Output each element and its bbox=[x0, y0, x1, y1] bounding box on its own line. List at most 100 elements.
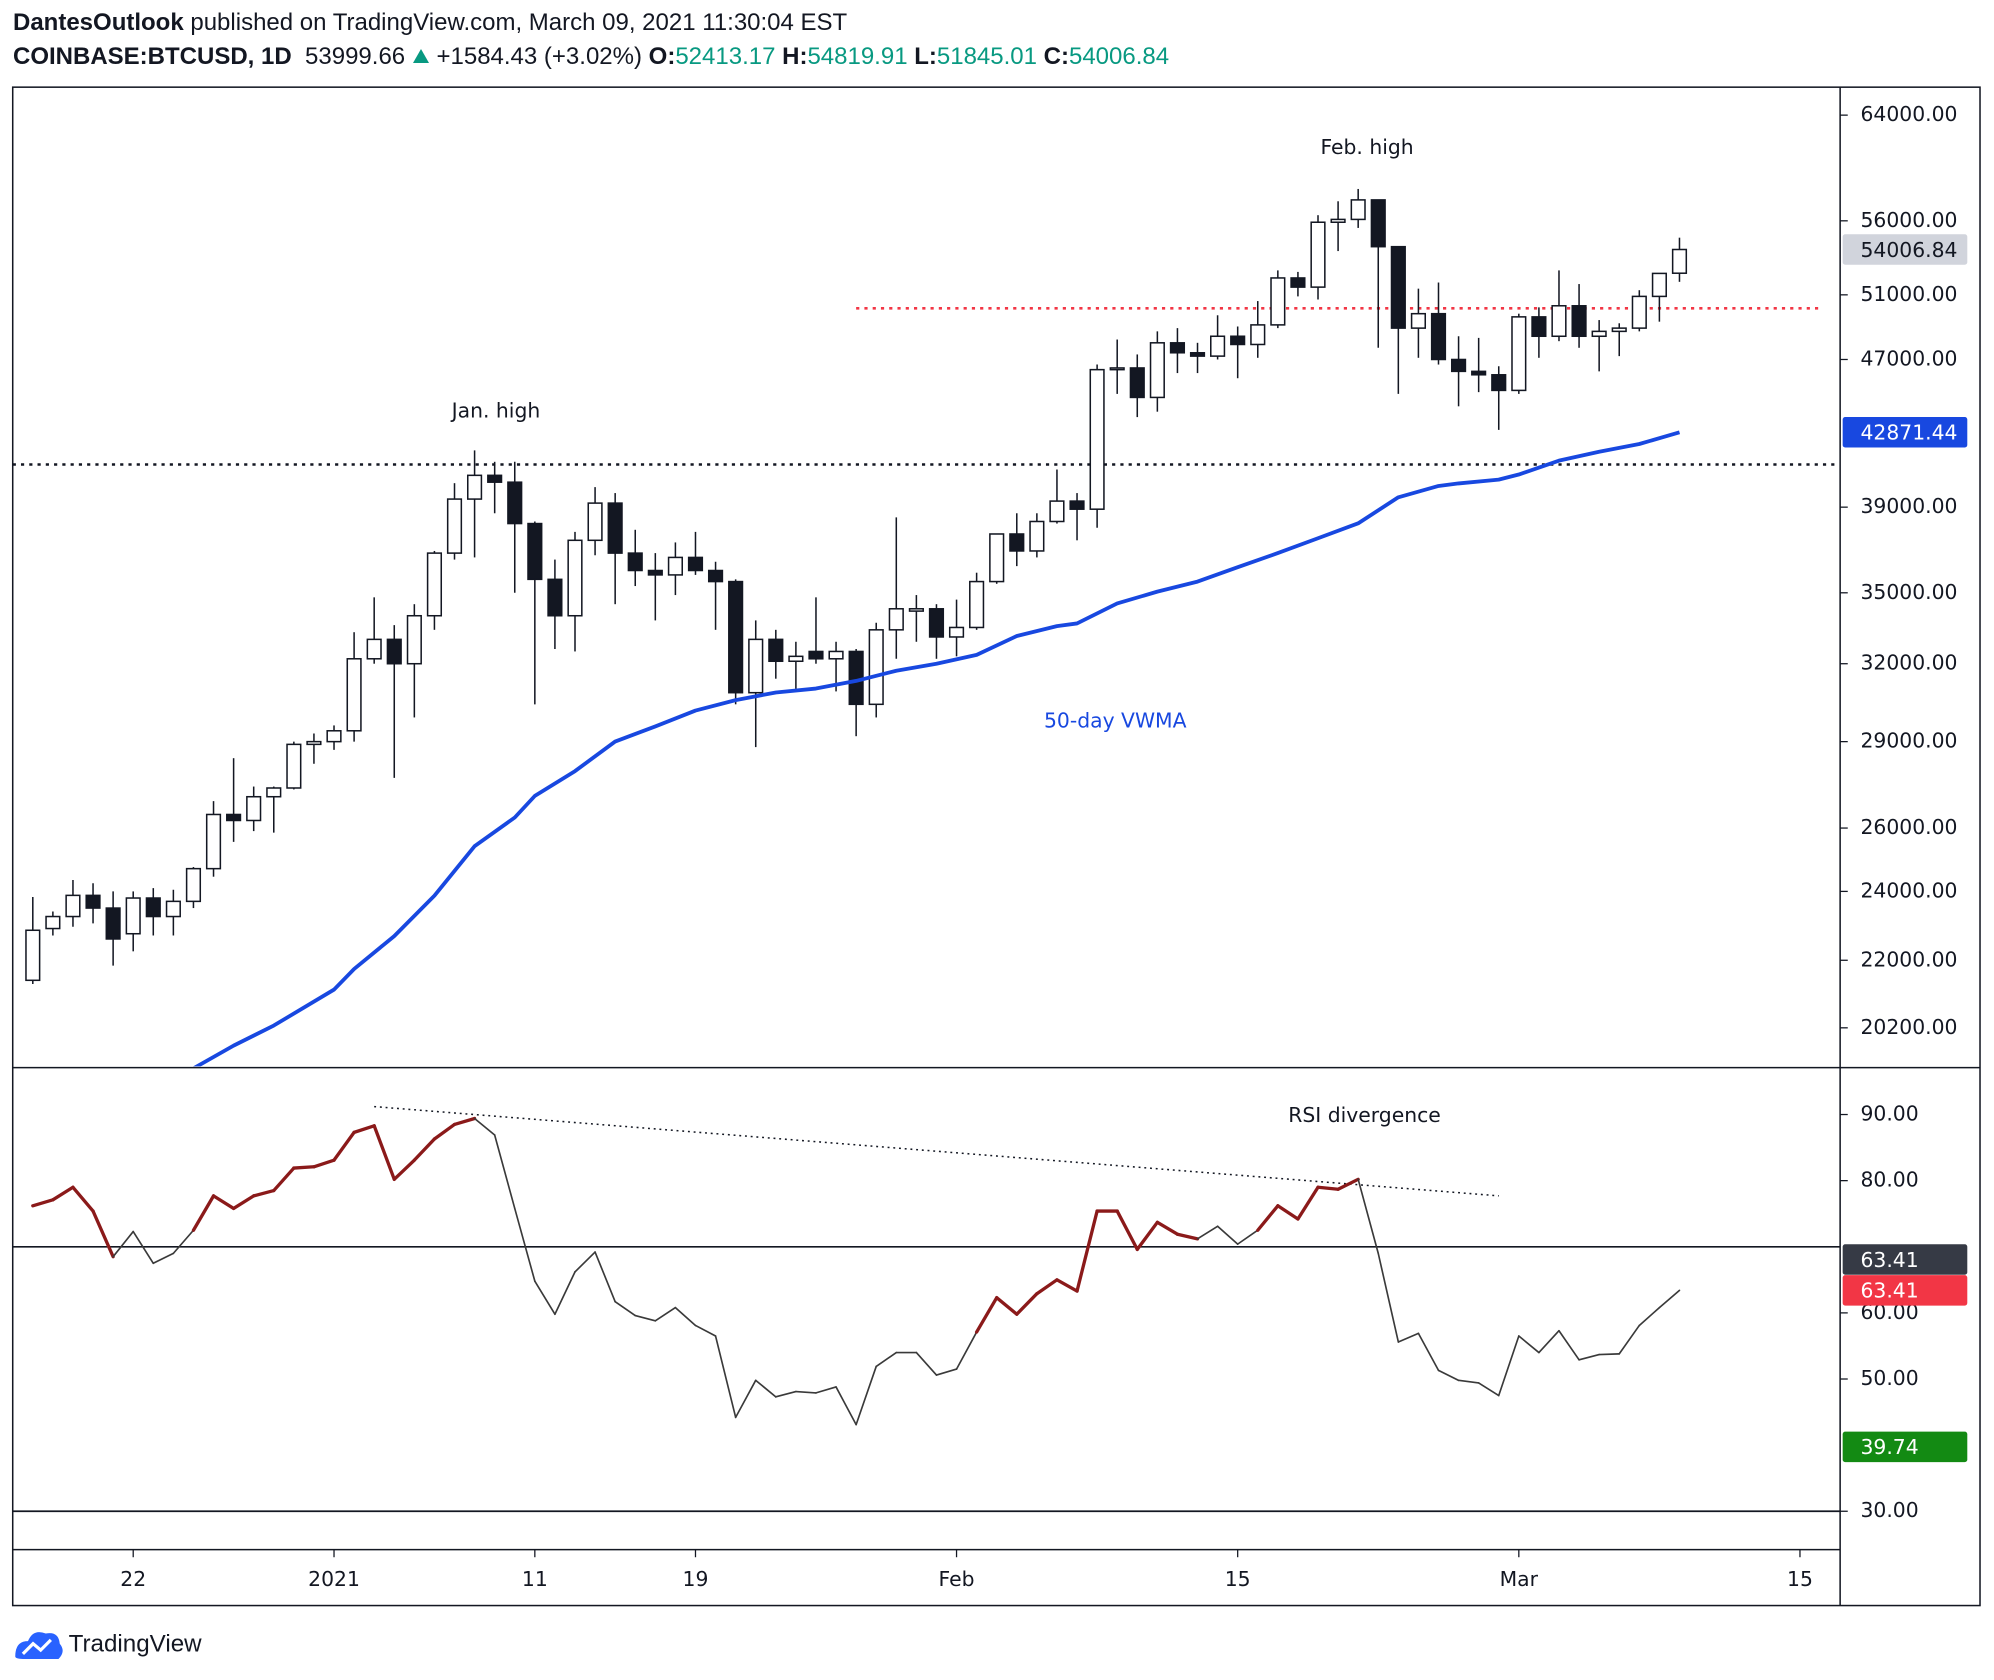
candle-body bbox=[426, 552, 443, 617]
rsi-segment bbox=[132, 1230, 155, 1265]
logo-icon-line bbox=[21, 1638, 52, 1656]
candle-body bbox=[1210, 335, 1226, 357]
rsi-segment bbox=[1457, 1379, 1480, 1384]
rsi-segment bbox=[91, 1209, 115, 1259]
candle-body bbox=[627, 552, 643, 572]
rsi-segment bbox=[1638, 1306, 1661, 1327]
x-tick-label: 11 bbox=[522, 1567, 548, 1591]
candle-body bbox=[1230, 335, 1246, 346]
y-tick-label: 90.00 bbox=[1860, 1102, 1918, 1126]
candle-body bbox=[788, 655, 804, 663]
candle-body bbox=[125, 897, 141, 935]
rsi-segment bbox=[995, 1296, 1019, 1316]
header-line: COINBASE:BTCUSD, 1D 53999.66 +1584.43 (+… bbox=[13, 40, 1169, 74]
frame bbox=[11, 86, 1981, 1607]
candle-body bbox=[1651, 272, 1667, 298]
rsi-segment bbox=[1316, 1185, 1340, 1191]
up-arrow bbox=[412, 49, 429, 63]
candle-body bbox=[587, 502, 603, 542]
rsi-segment bbox=[112, 1230, 135, 1258]
open-label: O: bbox=[648, 43, 676, 70]
rsi-segment bbox=[754, 1379, 777, 1398]
candle-body bbox=[346, 658, 362, 732]
rsi-segment bbox=[1055, 1278, 1079, 1293]
rsi-segment bbox=[1558, 1329, 1580, 1361]
level-value-label: 63.41 bbox=[1860, 1248, 1918, 1272]
x-tick-label: 19 bbox=[683, 1567, 709, 1591]
rsi-segment bbox=[1497, 1335, 1520, 1397]
rsi-segment bbox=[372, 1124, 396, 1181]
candle-body bbox=[1370, 199, 1386, 248]
rsi-segment bbox=[574, 1251, 596, 1273]
rsi-segment bbox=[172, 1229, 195, 1255]
rsi-segment bbox=[1015, 1292, 1039, 1316]
rsi-segment bbox=[31, 1198, 55, 1208]
secondary-label-box bbox=[1842, 1431, 1968, 1463]
candle-body bbox=[306, 740, 322, 746]
y-tick-label: 24000.00 bbox=[1860, 878, 1957, 902]
rsi-segment bbox=[1437, 1369, 1460, 1382]
candle-body bbox=[85, 894, 101, 909]
candle-body bbox=[45, 915, 61, 930]
rsi-segment bbox=[412, 1137, 437, 1162]
candle-body bbox=[105, 907, 121, 940]
rsi-segment bbox=[152, 1252, 175, 1265]
candle-body bbox=[1671, 248, 1688, 274]
candle-body bbox=[567, 539, 583, 617]
rsi-segment bbox=[594, 1251, 616, 1303]
rsi-segment bbox=[1115, 1209, 1139, 1252]
candle-body bbox=[386, 638, 402, 665]
rsi-segment bbox=[534, 1280, 556, 1316]
candle-body bbox=[185, 867, 202, 903]
candle-body bbox=[507, 481, 523, 525]
candle-body bbox=[908, 608, 924, 612]
rsi-segment bbox=[1276, 1204, 1300, 1221]
rsi-segment bbox=[332, 1130, 356, 1162]
candle-body bbox=[466, 474, 483, 500]
y-tick-label: 32000.00 bbox=[1860, 651, 1957, 675]
candle-body bbox=[1049, 500, 1065, 523]
rsi-segment bbox=[634, 1314, 657, 1322]
candle-body bbox=[205, 813, 222, 870]
candle-body bbox=[1149, 342, 1165, 399]
rsi-segment bbox=[513, 1207, 536, 1282]
rsi-segment bbox=[1357, 1178, 1380, 1255]
candle-body bbox=[728, 580, 744, 694]
rsi-segment bbox=[211, 1194, 236, 1211]
rsi-segment bbox=[1135, 1220, 1160, 1252]
candle-body bbox=[1109, 367, 1125, 371]
candle-body bbox=[989, 533, 1005, 583]
rsi-segment bbox=[1155, 1220, 1180, 1236]
rsi-segment bbox=[312, 1158, 336, 1169]
candle-body bbox=[647, 569, 663, 576]
series-label: 50-day VWMA bbox=[1044, 709, 1187, 733]
rsi-pane bbox=[12, 1105, 1841, 1513]
logo-icon bbox=[15, 1632, 63, 1659]
rsi-segment bbox=[1618, 1324, 1641, 1355]
rsi-segment bbox=[835, 1386, 857, 1426]
last-price-label: 54006.84 bbox=[1860, 238, 1957, 262]
rsi-segment bbox=[1336, 1177, 1360, 1191]
candle-body bbox=[808, 650, 824, 660]
author: DantesOutlook bbox=[13, 9, 184, 36]
rsi-segment bbox=[614, 1300, 637, 1317]
rsi-segment bbox=[674, 1306, 697, 1327]
x-tick-label: 2021 bbox=[308, 1567, 360, 1591]
rsi-segment bbox=[1578, 1353, 1600, 1361]
rsi-segment bbox=[1658, 1289, 1681, 1309]
rsi-segment bbox=[1216, 1225, 1239, 1245]
candle-body bbox=[366, 638, 382, 660]
rsi-segment bbox=[1196, 1225, 1219, 1240]
candle-body bbox=[65, 894, 81, 918]
candle-body bbox=[1129, 367, 1145, 399]
annotation: Jan. high bbox=[450, 398, 541, 422]
rsi-segment bbox=[855, 1365, 878, 1426]
candle-body bbox=[1029, 520, 1045, 552]
candle-body bbox=[406, 614, 422, 665]
candle-body bbox=[1009, 533, 1025, 552]
series-line bbox=[193, 430, 1681, 1067]
series-last-label-box bbox=[1842, 416, 1968, 448]
rsi-segment bbox=[1417, 1332, 1440, 1372]
candle-body bbox=[1189, 352, 1206, 357]
